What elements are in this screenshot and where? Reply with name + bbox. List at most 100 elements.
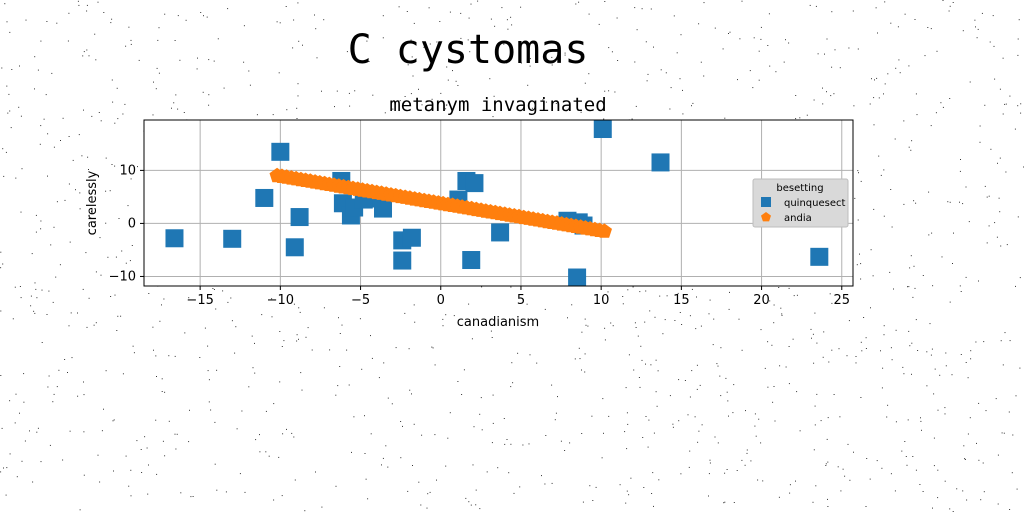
speckle (384, 112, 386, 114)
speckle (349, 105, 351, 107)
speckle (795, 480, 796, 482)
speckle (100, 274, 102, 276)
plot-area (144, 120, 853, 286)
speckle (771, 344, 773, 346)
speckle (249, 84, 251, 86)
speckle (915, 319, 917, 321)
speckle (30, 295, 32, 297)
speckle (1000, 245, 1002, 247)
speckle (420, 504, 422, 506)
data-point-quinquesect (271, 142, 290, 161)
speckle (501, 7, 503, 9)
speckle (692, 102, 694, 104)
speckle (161, 378, 163, 380)
speckle (641, 8, 643, 10)
speckle (283, 340, 285, 342)
speckle (0, 267, 2, 269)
speckle (812, 501, 814, 503)
speckle (908, 330, 910, 332)
speckle (689, 396, 691, 398)
speckle (19, 286, 21, 287)
speckle (391, 101, 393, 103)
speckle (949, 508, 951, 510)
speckle (115, 256, 117, 258)
speckle (35, 288, 37, 290)
speckle (460, 37, 462, 39)
speckle (616, 17, 618, 19)
speckle (1016, 488, 1018, 490)
speckle (860, 180, 862, 182)
data-point-andia (596, 223, 612, 238)
speckle (227, 8, 229, 10)
speckle (43, 118, 45, 120)
speckle (506, 19, 508, 21)
speckle (814, 424, 816, 426)
speckle (544, 308, 546, 310)
speckle (894, 490, 896, 492)
speckle (411, 56, 413, 58)
speckle (826, 91, 827, 93)
speckle (642, 437, 644, 438)
speckle (865, 337, 867, 339)
data-point-quinquesect (462, 251, 481, 270)
speckle (32, 481, 34, 483)
speckle (680, 34, 682, 36)
speckle (815, 485, 817, 487)
speckle (519, 486, 521, 488)
speckle (733, 502, 735, 503)
speckle (335, 394, 337, 396)
speckle (764, 367, 766, 369)
speckle (585, 324, 587, 326)
speckle (645, 290, 647, 292)
speckle (153, 81, 154, 83)
speckle (872, 275, 874, 277)
speckle (653, 432, 655, 434)
speckle (70, 312, 72, 314)
speckle (708, 495, 709, 497)
speckle (1011, 472, 1013, 474)
speckle (592, 500, 594, 501)
speckle (984, 185, 986, 187)
speckle (207, 345, 209, 347)
speckle (882, 367, 884, 369)
speckle (1017, 216, 1019, 218)
y-tick-label: −10 (109, 269, 136, 284)
speckle (48, 290, 50, 292)
speckle (582, 501, 584, 503)
speckle (714, 436, 716, 438)
speckle (910, 149, 912, 151)
speckle (591, 415, 593, 417)
speckle (157, 39, 159, 41)
speckle (18, 106, 20, 108)
speckle (997, 503, 999, 505)
speckle (928, 234, 930, 236)
speckle (1005, 171, 1007, 173)
speckle (278, 456, 280, 458)
speckle (754, 413, 756, 415)
speckle (773, 322, 775, 324)
speckle (130, 178, 132, 180)
speckle (371, 357, 373, 359)
speckle (122, 113, 124, 115)
speckle (844, 475, 846, 477)
speckle (574, 358, 576, 360)
speckle (531, 107, 533, 109)
speckle (985, 410, 987, 412)
speckle (407, 64, 409, 66)
speckle (939, 374, 941, 376)
speckle (413, 423, 415, 425)
speckle (302, 44, 303, 46)
speckle (584, 318, 586, 320)
speckle (411, 393, 412, 395)
speckle (849, 479, 851, 481)
speckle (291, 432, 293, 434)
speckle (299, 311, 301, 313)
speckle (370, 433, 372, 435)
speckle (774, 420, 776, 422)
speckle (77, 395, 79, 397)
speckle (410, 39, 412, 41)
speckle (709, 462, 711, 464)
speckle (614, 91, 616, 93)
speckle (367, 498, 369, 500)
speckle (636, 29, 638, 31)
